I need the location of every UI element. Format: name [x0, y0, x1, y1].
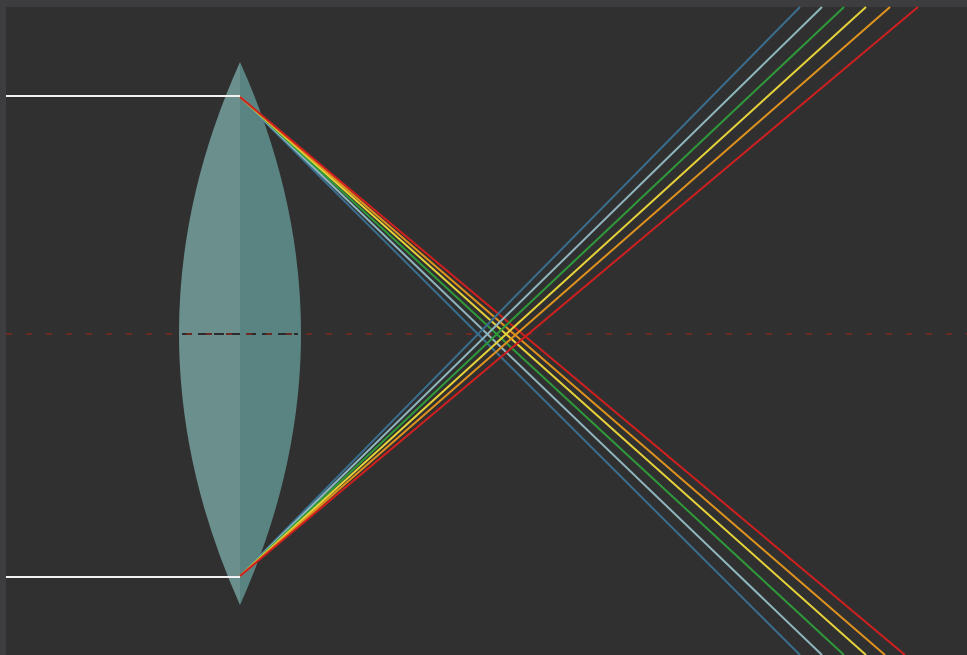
- refracted-ray-top-yellow: [239, 96, 867, 655]
- refracted-ray-bottom-yellow: [239, 6, 867, 577]
- diagram-background: [6, 7, 967, 655]
- refracted-ray-bottom-light-blue: [239, 6, 823, 577]
- refracted-ray-top-light-blue: [239, 96, 823, 655]
- refracted-rays-from-bottom: [239, 6, 919, 577]
- refracted-ray-top-orange: [239, 96, 886, 655]
- incoming-rays: [6, 95, 240, 578]
- refracted-ray-bottom-orange: [239, 6, 891, 577]
- refracted-ray-top-red: [239, 96, 906, 655]
- refracted-ray-bottom-blue: [239, 6, 801, 577]
- refracted-rays-from-top: [239, 96, 906, 655]
- refracted-ray-top-blue: [239, 96, 801, 655]
- refracted-ray-bottom-red: [239, 6, 919, 577]
- refracted-ray-top-green: [239, 96, 845, 655]
- refracted-ray-bottom-green: [239, 6, 845, 577]
